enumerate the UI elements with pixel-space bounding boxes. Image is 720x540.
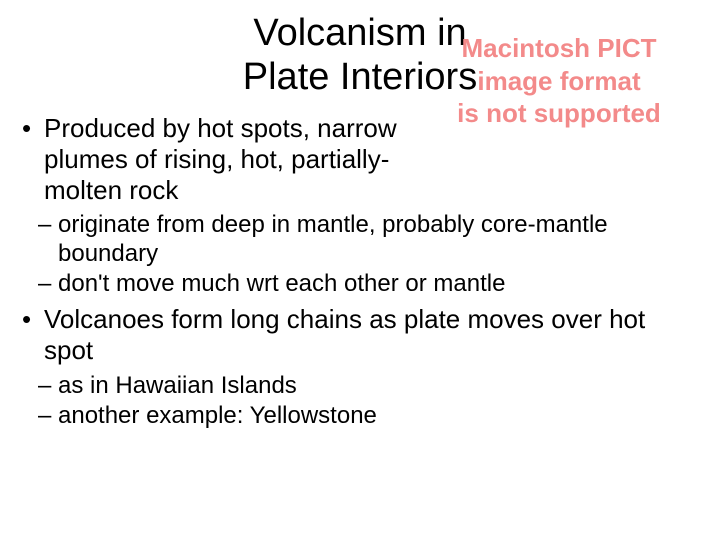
pict-line-3: is not supported — [457, 98, 661, 128]
bullet-1-sub-1: originate from deep in mantle, probably … — [38, 211, 638, 268]
slide-content: Produced by hot spots, narrow plumes of … — [18, 113, 702, 430]
bullet-2-sub-1-text: as in Hawaiian Islands — [58, 372, 297, 399]
bullet-2-sub-2: another example: Yellowstone — [38, 402, 638, 430]
bullet-2-sublist: as in Hawaiian Islands another example: … — [18, 372, 638, 431]
bullet-1-sub-1-text: originate from deep in mantle, probably … — [58, 211, 608, 266]
pict-placeholder: Macintosh PICT image format is not suppo… — [404, 32, 714, 130]
slide: Volcanism in Plate Interiors Macintosh P… — [0, 0, 720, 540]
bullet-1: Produced by hot spots, narrow plumes of … — [18, 113, 408, 205]
bullet-2-text: Volcanoes form long chains as plate move… — [44, 304, 645, 365]
bullet-1-sub-2: don't move much wrt each other or mantle — [38, 270, 638, 298]
bullet-2-sub-2-text: another example: Yellowstone — [58, 402, 377, 429]
bullet-1-text: Produced by hot spots, narrow plumes of … — [44, 113, 397, 204]
bullet-list-2: Volcanoes form long chains as plate move… — [18, 304, 702, 365]
bullet-2-sub-1: as in Hawaiian Islands — [38, 372, 638, 400]
pict-line-1: Macintosh PICT — [461, 33, 656, 63]
bullet-1-sub-2-text: don't move much wrt each other or mantle — [58, 270, 505, 297]
pict-line-2: image format — [477, 66, 640, 96]
bullet-2: Volcanoes form long chains as plate move… — [18, 304, 658, 365]
bullet-1-sublist: originate from deep in mantle, probably … — [18, 211, 638, 298]
